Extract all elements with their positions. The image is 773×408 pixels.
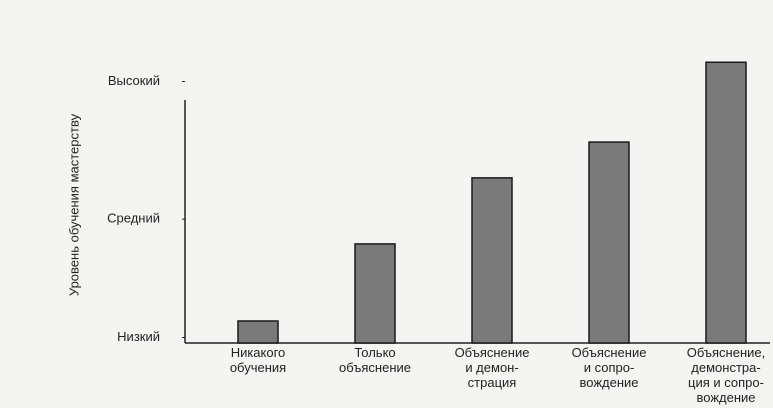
- y-tick-label: Средний: [107, 211, 160, 226]
- x-tick-label-line: объяснение: [339, 360, 411, 375]
- x-tick-label: Объяснение и демон-страция: [455, 345, 530, 390]
- x-tick-label: Только объяснение: [339, 345, 411, 375]
- x-tick-label: Объяснение, демонстра-ция и сопро-вождени…: [687, 345, 765, 405]
- bar: [471, 177, 513, 344]
- y-tick-label: Низкий: [117, 329, 160, 344]
- bar: [588, 141, 630, 344]
- x-tick-label-line: обучения: [230, 360, 286, 375]
- x-tick-label-line: Никакого: [231, 345, 286, 360]
- bar: [237, 320, 279, 344]
- bar: [354, 243, 396, 344]
- x-tick-label-line: ция и сопро-: [688, 375, 764, 390]
- x-tick-label: Никакого обучения: [230, 345, 286, 375]
- x-tick-label-line: вождение: [696, 390, 755, 405]
- x-tick-label-line: демонстра-: [691, 360, 760, 375]
- x-tick-label-line: Объяснение: [572, 345, 647, 360]
- x-tick-label-line: Только: [354, 345, 395, 360]
- x-tick-label-line: Объяснение: [455, 345, 530, 360]
- x-tick-label-line: и сопро-: [584, 360, 635, 375]
- x-tick-label-line: Объяснение,: [687, 345, 765, 360]
- y-tick-label: Высокий: [108, 73, 160, 88]
- y-axis-title: Уровень обучения мастерству: [66, 113, 81, 296]
- x-tick-label: Объяснение и сопро-вождение: [572, 345, 647, 390]
- x-tick-label-line: и демон-: [465, 360, 518, 375]
- bar: [705, 61, 747, 344]
- x-tick-label-line: вождение: [579, 375, 638, 390]
- x-tick-label-line: страция: [468, 375, 517, 390]
